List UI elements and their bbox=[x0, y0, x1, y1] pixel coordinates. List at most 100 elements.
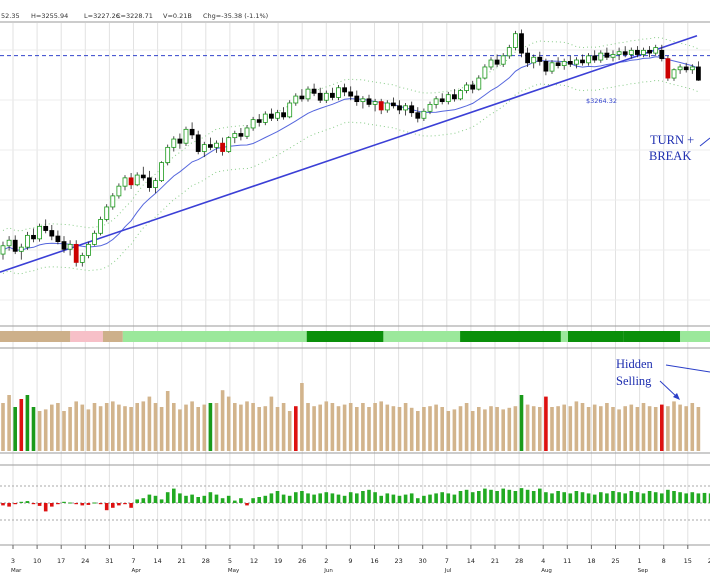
indicator-bar bbox=[324, 492, 329, 503]
candle bbox=[275, 109, 280, 122]
indicator-bar bbox=[684, 493, 688, 503]
indicator-bar bbox=[708, 493, 710, 503]
candle bbox=[543, 58, 549, 76]
candle bbox=[299, 89, 305, 102]
candle bbox=[323, 90, 329, 104]
turn-label: TURN + bbox=[650, 133, 694, 147]
x-tick-label: 19 bbox=[274, 557, 282, 565]
candle-body bbox=[311, 88, 317, 94]
candle-body bbox=[378, 101, 384, 111]
candle-body bbox=[31, 234, 36, 240]
x-tick-label: 7 bbox=[445, 557, 449, 565]
candle-body bbox=[232, 133, 238, 139]
volume-bar bbox=[550, 407, 554, 451]
candle-body bbox=[567, 61, 573, 65]
indicator-bar bbox=[416, 498, 420, 503]
candle bbox=[116, 183, 122, 199]
candle bbox=[372, 98, 378, 112]
candle-body bbox=[659, 49, 665, 60]
candle-body bbox=[293, 95, 299, 104]
header-close: C=3228.71 bbox=[116, 12, 153, 20]
volume-bar bbox=[129, 407, 133, 451]
band-segment bbox=[680, 331, 710, 342]
x-tick-label: 10 bbox=[33, 557, 41, 565]
candle-body bbox=[635, 49, 640, 55]
volume-bar bbox=[653, 407, 658, 451]
indicator-bar bbox=[489, 489, 493, 503]
indicator-bar bbox=[251, 498, 255, 503]
volume-bar bbox=[434, 404, 438, 451]
candle bbox=[317, 87, 323, 104]
band-segment bbox=[122, 331, 307, 342]
volume-bar bbox=[111, 401, 115, 451]
candle-body bbox=[183, 128, 189, 144]
candle-body bbox=[55, 235, 61, 243]
candle bbox=[433, 96, 439, 109]
candle-body bbox=[628, 49, 634, 55]
volume-bar bbox=[50, 404, 54, 451]
candle-body bbox=[207, 144, 213, 148]
x-tick-label: 12 bbox=[250, 557, 258, 565]
candle-body bbox=[671, 69, 677, 79]
signal-band bbox=[0, 331, 710, 342]
candle-body bbox=[433, 98, 439, 105]
band-segment bbox=[306, 331, 384, 342]
band-segment bbox=[102, 331, 123, 342]
indicator-bar bbox=[178, 493, 182, 503]
candle bbox=[567, 55, 573, 67]
candle-body bbox=[329, 92, 335, 98]
volume-bar bbox=[135, 403, 139, 451]
candle bbox=[665, 55, 671, 81]
candle-body bbox=[470, 84, 476, 90]
candle-body bbox=[49, 230, 55, 237]
candle-body bbox=[390, 102, 396, 107]
indicator-bar bbox=[62, 501, 66, 503]
volume-bar bbox=[245, 401, 249, 451]
indicator-bar bbox=[452, 494, 457, 503]
candle-body bbox=[299, 95, 305, 100]
x-tick-label: 4 bbox=[541, 557, 545, 565]
candle-body bbox=[397, 105, 402, 111]
turn-arrow bbox=[699, 137, 710, 147]
volume-bar bbox=[477, 407, 481, 451]
candle bbox=[18, 243, 24, 260]
candle-body bbox=[464, 84, 470, 91]
volume-bar bbox=[190, 401, 194, 451]
candle-body bbox=[372, 101, 378, 105]
volume-bar bbox=[617, 409, 621, 451]
candle bbox=[580, 54, 585, 66]
candle bbox=[311, 83, 317, 97]
volume-bar bbox=[605, 403, 609, 451]
candle-body bbox=[506, 47, 512, 57]
indicator-bar bbox=[129, 503, 133, 508]
volume-bar bbox=[416, 411, 420, 451]
candle bbox=[195, 130, 201, 155]
candle-body bbox=[641, 49, 646, 55]
indicator-bar bbox=[361, 491, 365, 503]
volume-bar bbox=[74, 401, 78, 451]
indicator-bar bbox=[385, 493, 390, 503]
candle-body bbox=[653, 47, 659, 54]
candle bbox=[415, 107, 421, 123]
candle bbox=[12, 235, 18, 255]
volume-bar bbox=[287, 411, 292, 451]
volume-bar bbox=[56, 403, 60, 451]
candle bbox=[641, 47, 646, 58]
x-tick-label: 21 bbox=[178, 557, 186, 565]
indicator-bar bbox=[196, 497, 200, 503]
candle bbox=[696, 61, 701, 81]
indicator-bar bbox=[300, 491, 304, 503]
candle-body bbox=[79, 255, 85, 263]
header-high: H=3255.94 bbox=[31, 12, 68, 20]
candle bbox=[128, 173, 134, 189]
volume-bar bbox=[690, 403, 695, 451]
candle-body bbox=[549, 62, 555, 72]
candle-body bbox=[104, 206, 110, 220]
candle bbox=[6, 236, 12, 251]
volume-bar bbox=[641, 403, 646, 451]
indicator-bar bbox=[294, 492, 298, 503]
candle-body bbox=[61, 241, 67, 250]
candle bbox=[110, 193, 116, 210]
candle-body bbox=[647, 49, 652, 54]
